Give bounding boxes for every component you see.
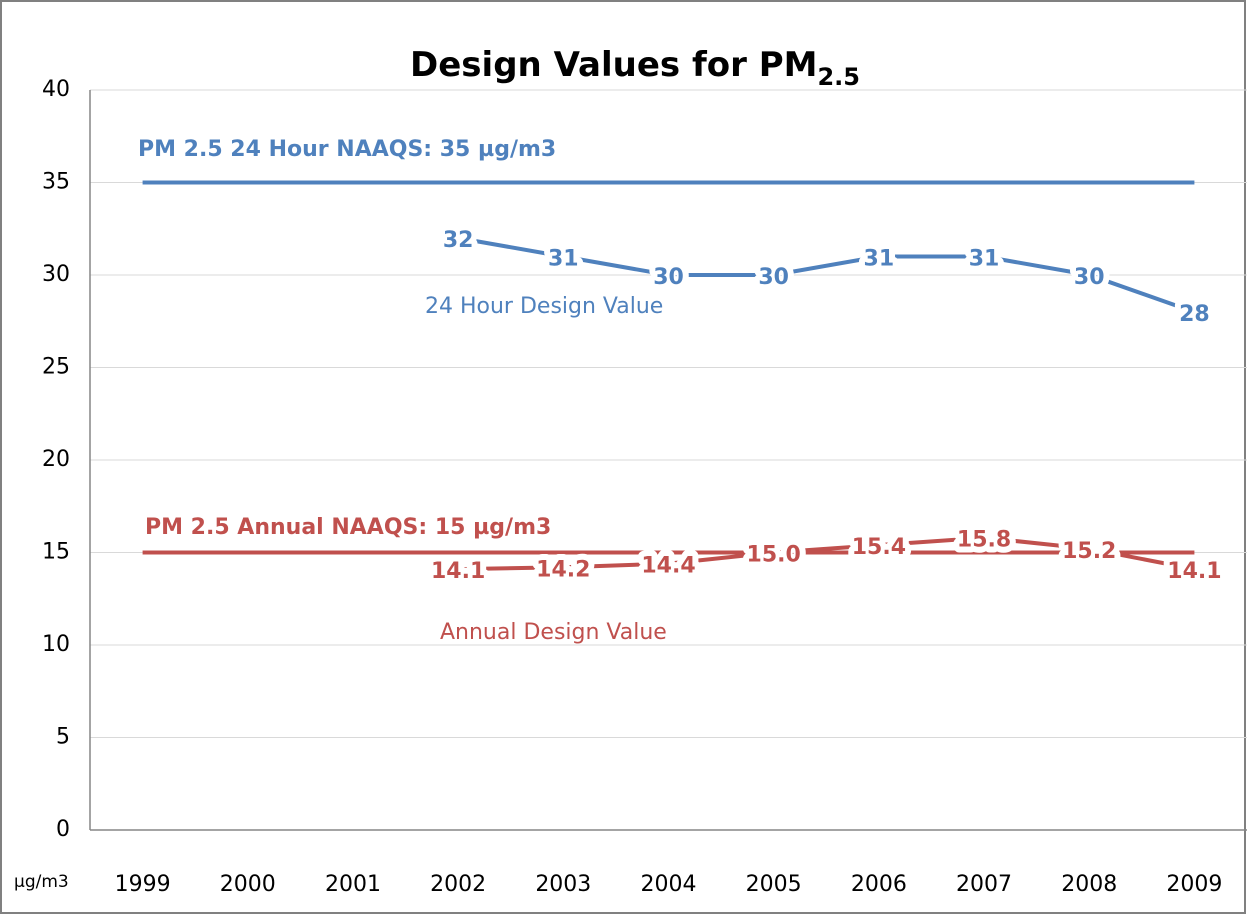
x-tick-label: 1999 <box>115 872 171 897</box>
x-tick-label: 2007 <box>956 872 1012 897</box>
data-label: 32 <box>443 228 474 253</box>
y-tick-label: 5 <box>56 725 70 750</box>
x-tick-label: 2003 <box>535 872 591 897</box>
y-tick-label: 10 <box>42 632 70 657</box>
series-name: PM 2.5 Annual NAAQS: 15 µg/m3 <box>145 515 551 540</box>
x-tick-label: 2000 <box>220 872 276 897</box>
chart-title: Design Values for PM2.5 <box>410 45 860 92</box>
series-name: 24 Hour Design Value <box>425 294 663 319</box>
y-tick-label: 30 <box>42 262 70 287</box>
data-label: 15.4 <box>852 535 906 560</box>
y-tick-label: 20 <box>42 447 70 472</box>
x-tick-label: 2009 <box>1166 872 1222 897</box>
x-tick-label: 2001 <box>325 872 381 897</box>
data-label: 15.8 <box>957 528 1011 553</box>
x-tick-label: 2008 <box>1061 872 1117 897</box>
data-label: 30 <box>653 265 684 290</box>
y-tick-label: 0 <box>56 817 70 842</box>
data-label: 15.0 <box>747 543 801 568</box>
data-label: 31 <box>548 247 579 272</box>
title-main: Design Values for PM <box>410 45 817 85</box>
y-tick-label: 35 <box>42 170 70 195</box>
data-label: 30 <box>758 265 789 290</box>
series-name: PM 2.5 24 Hour NAAQS: 35 µg/m3 <box>138 137 556 162</box>
data-label: 28 <box>1179 302 1210 327</box>
y-tick-label: 15 <box>42 540 70 565</box>
data-label: 15.2 <box>1062 539 1116 564</box>
x-tick-label: 2004 <box>641 872 697 897</box>
y-tick-label: 40 <box>42 77 70 102</box>
title-subscript: 2.5 <box>817 63 860 91</box>
data-label: 14.4 <box>641 554 695 579</box>
y-unit-label: µg/m3 <box>14 872 69 892</box>
x-tick-label: 2006 <box>851 872 907 897</box>
data-label: 31 <box>969 247 1000 272</box>
series-line <box>457 236 1196 314</box>
series-name: Annual Design Value <box>440 620 667 645</box>
data-label: 14.1 <box>431 559 485 584</box>
data-label: 14.1 <box>1167 559 1221 584</box>
data-label: 14.2 <box>536 557 590 582</box>
y-tick-label: 25 <box>42 355 70 380</box>
data-label: 31 <box>864 247 895 272</box>
series-line <box>458 535 1195 572</box>
x-tick-label: 2002 <box>430 872 486 897</box>
data-label: 30 <box>1074 265 1105 290</box>
x-tick-label: 2005 <box>746 872 802 897</box>
